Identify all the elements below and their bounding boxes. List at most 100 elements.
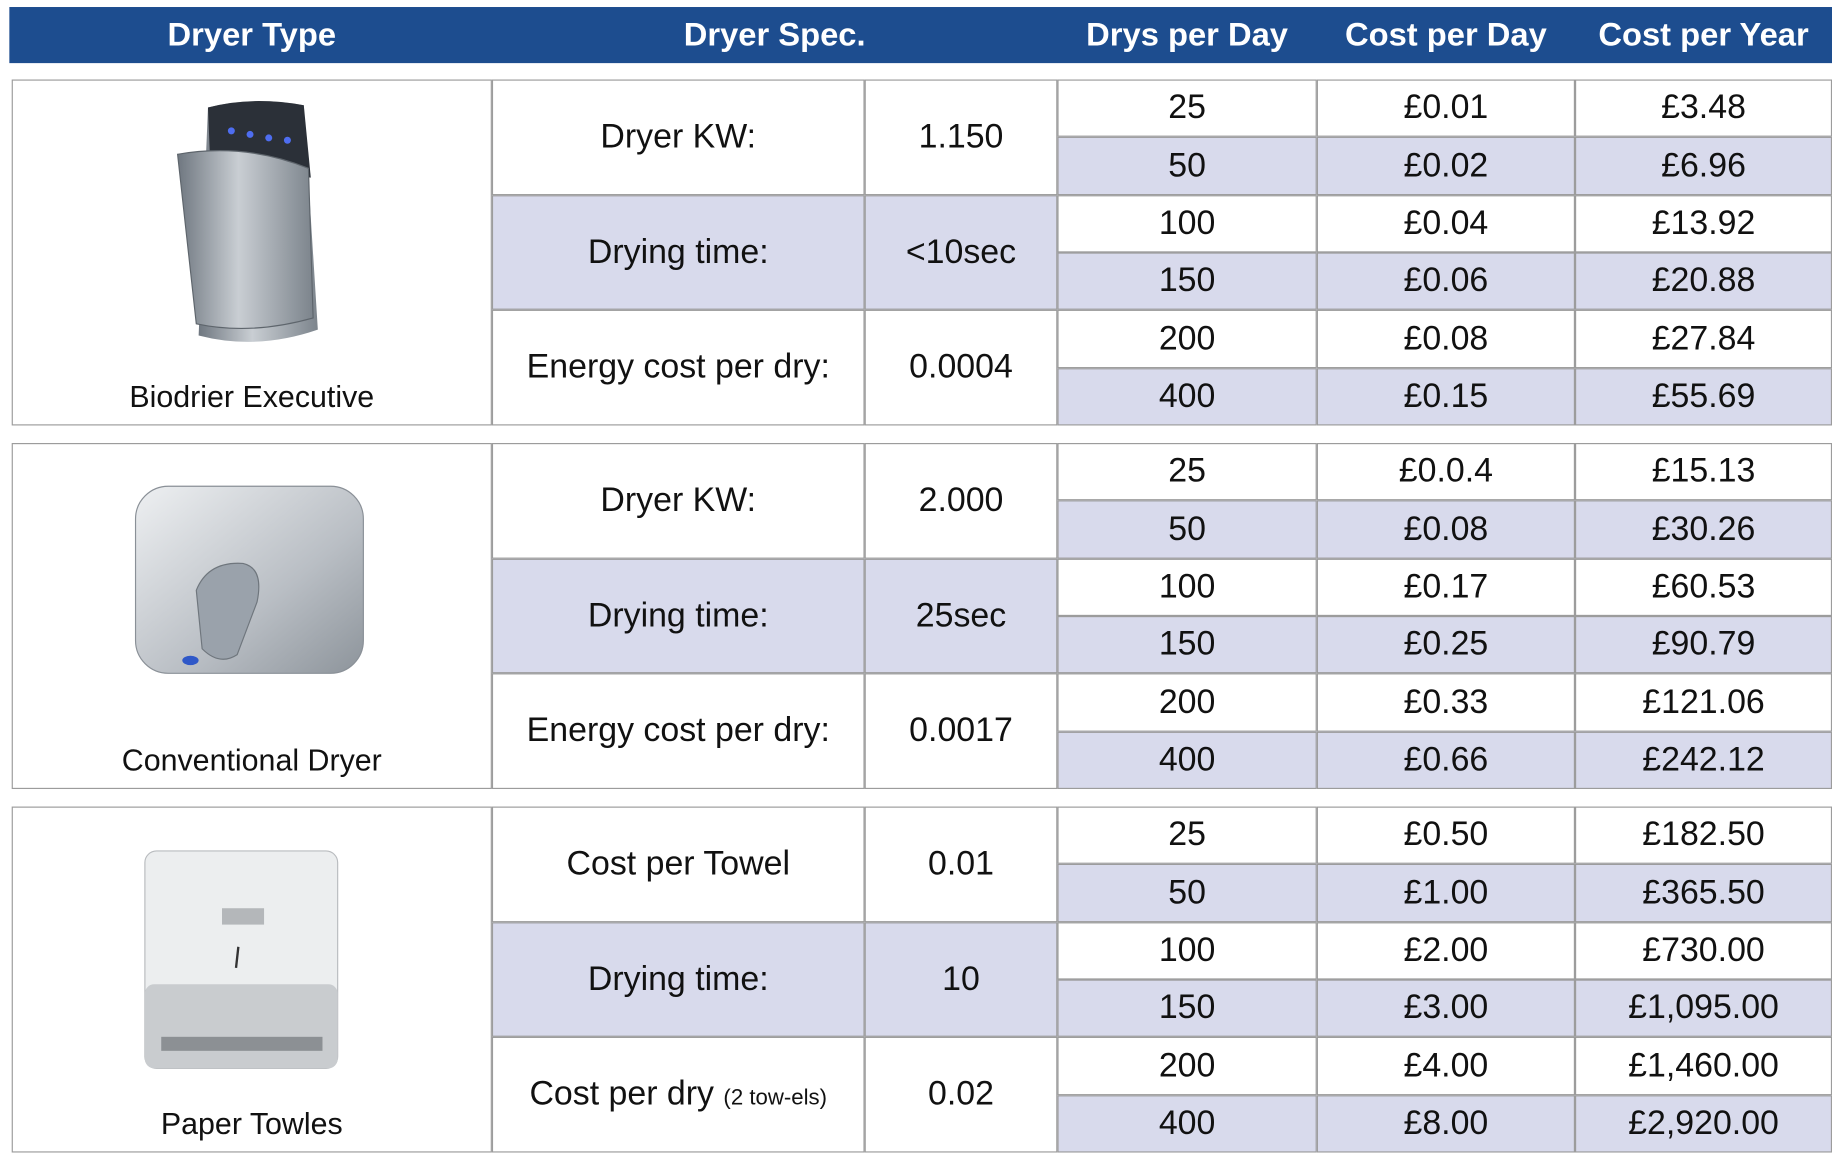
page: Dryer TypeDryer Spec.Drys per DayCost pe… <box>0 0 1832 1149</box>
cost-per-year: £1,095.00 <box>1575 980 1832 1038</box>
spec-label-text: Cost per dry (2 tow-els) <box>529 1077 827 1113</box>
drys-per-day: 100 <box>1057 558 1316 616</box>
spec-label-text: Drying time: <box>588 962 769 998</box>
cost-per-day: £1.00 <box>1317 864 1575 922</box>
spec-label-text: Dryer KW: <box>600 119 756 155</box>
drys-per-day: 200 <box>1057 674 1316 732</box>
drys-per-day: 150 <box>1057 980 1316 1038</box>
drys-per-day: 400 <box>1057 368 1316 426</box>
cost-per-day: £0.50 <box>1317 807 1575 865</box>
biodrier-image <box>164 96 339 382</box>
spec-label-main: Cost per Towel <box>567 845 790 882</box>
spec-label-main: Dryer KW: <box>600 482 756 519</box>
cost-per-year: £15.13 <box>1575 443 1832 501</box>
spec-value: 0.0004 <box>865 310 1058 425</box>
cost-per-year: £60.53 <box>1575 558 1832 616</box>
spec-label-main: Drying time: <box>588 961 769 998</box>
spec-value: 1.150 <box>865 79 1058 194</box>
cost-per-year: £55.69 <box>1575 368 1832 426</box>
spec-label-main: Dryer KW: <box>600 118 756 155</box>
spec-label-main: Energy cost per dry: <box>527 349 830 386</box>
cost-per-day: £0.0.4 <box>1317 443 1575 501</box>
spec-value: 2.000 <box>865 443 1058 558</box>
spec-label: Drying time: <box>492 558 865 673</box>
cost-per-day: £4.00 <box>1317 1037 1575 1095</box>
cost-per-day: £0.01 <box>1317 79 1575 137</box>
cost-per-year: £6.96 <box>1575 137 1832 195</box>
drys-per-day: 200 <box>1057 310 1316 368</box>
cost-per-year: £13.92 <box>1575 195 1832 253</box>
drys-per-day: 400 <box>1057 1095 1316 1153</box>
spec-label-text: Energy cost per dry: <box>527 350 830 386</box>
spec-label-main: Cost per dry <box>529 1076 714 1113</box>
cost-per-day: £0.25 <box>1317 616 1575 674</box>
cost-per-day: £8.00 <box>1317 1095 1575 1153</box>
cost-per-day: £0.66 <box>1317 731 1575 789</box>
cost-per-day: £2.00 <box>1317 922 1575 980</box>
spec-label-text: Cost per Towel <box>567 846 790 882</box>
cost-per-year: £27.84 <box>1575 310 1832 368</box>
cost-per-day: £0.15 <box>1317 368 1575 426</box>
header-cell: Dryer Type <box>12 7 492 63</box>
cost-per-year: £1,460.00 <box>1575 1037 1832 1095</box>
cost-per-day: £0.17 <box>1317 558 1575 616</box>
drys-per-day: 25 <box>1057 79 1316 137</box>
spec-label: Dryer KW: <box>492 443 865 558</box>
spec-value: <10sec <box>865 195 1058 310</box>
spec-label: Energy cost per dry: <box>492 310 865 425</box>
cost-per-year: £2,920.00 <box>1575 1095 1832 1153</box>
drys-per-day: 50 <box>1057 864 1316 922</box>
spec-label: Energy cost per dry: <box>492 674 865 789</box>
spec-label-text: Energy cost per dry: <box>527 714 830 750</box>
drys-per-day: 100 <box>1057 922 1316 980</box>
spec-label: Cost per Towel <box>492 807 865 922</box>
paper-towel-dispenser-image <box>138 844 346 1075</box>
drys-per-day: 150 <box>1057 616 1316 674</box>
cost-per-year: £20.88 <box>1575 252 1832 310</box>
cost-per-day: £3.00 <box>1317 980 1575 1038</box>
cost-per-year: £242.12 <box>1575 731 1832 789</box>
cost-per-day: £0.33 <box>1317 674 1575 732</box>
drys-per-day: 25 <box>1057 443 1316 501</box>
spec-label-main: Energy cost per dry: <box>527 712 830 749</box>
cost-per-year: £121.06 <box>1575 674 1832 732</box>
cost-per-day: £0.08 <box>1317 501 1575 559</box>
drys-per-day: 150 <box>1057 252 1316 310</box>
cost-per-day: £0.04 <box>1317 195 1575 253</box>
drys-per-day: 25 <box>1057 807 1316 865</box>
conventional-dryer-image <box>126 479 371 684</box>
cost-per-year: £365.50 <box>1575 864 1832 922</box>
header-cell: Cost per Year <box>1575 7 1832 63</box>
drys-per-day: 50 <box>1057 137 1316 195</box>
drys-per-day: 400 <box>1057 731 1316 789</box>
spec-label: Cost per dry (2 tow-els) <box>492 1037 865 1152</box>
spec-value: 0.0017 <box>865 674 1058 789</box>
cost-per-day: £0.06 <box>1317 252 1575 310</box>
spec-label-text: Drying time: <box>588 235 769 271</box>
cost-per-year: £3.48 <box>1575 79 1832 137</box>
spec-label: Drying time: <box>492 922 865 1037</box>
cost-per-year: £90.79 <box>1575 616 1832 674</box>
cost-per-year: £30.26 <box>1575 501 1832 559</box>
drys-per-day: 100 <box>1057 195 1316 253</box>
spec-label-text: Drying time: <box>588 598 769 634</box>
spec-label: Dryer KW: <box>492 79 865 194</box>
spec-value: 0.02 <box>865 1037 1058 1152</box>
drys-per-day: 50 <box>1057 501 1316 559</box>
cost-per-year: £182.50 <box>1575 807 1832 865</box>
cost-per-day: £0.02 <box>1317 137 1575 195</box>
cost-per-year: £730.00 <box>1575 922 1832 980</box>
spec-label: Drying time: <box>492 195 865 310</box>
cost-per-day: £0.08 <box>1317 310 1575 368</box>
spec-value: 25sec <box>865 558 1058 673</box>
header-cell: Cost per Day <box>1317 7 1575 63</box>
drys-per-day: 200 <box>1057 1037 1316 1095</box>
spec-label-main: Drying time: <box>588 234 769 271</box>
spec-value: 0.01 <box>865 807 1058 922</box>
spec-value: 10 <box>865 922 1058 1037</box>
spec-label-note: (2 tow-els) <box>723 1086 827 1111</box>
header-cell: Dryer Spec. <box>492 7 1058 63</box>
spec-label-text: Dryer KW: <box>600 483 756 519</box>
spec-label-main: Drying time: <box>588 597 769 634</box>
header-cell: Drys per Day <box>1057 7 1316 63</box>
